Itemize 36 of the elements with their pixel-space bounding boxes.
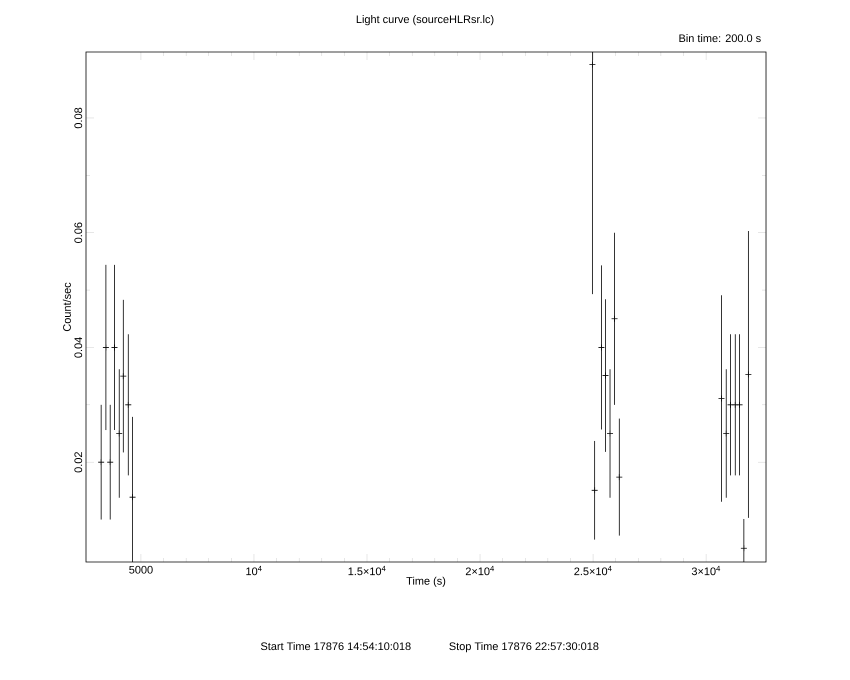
point — [606, 430, 614, 437]
y-tick-label: 0.04 — [74, 337, 82, 358]
point — [602, 372, 609, 379]
chart-title: Light curve (sourceHLRsr.lc) — [356, 15, 494, 26]
y-tick-label: 0.06 — [74, 222, 82, 243]
point — [106, 458, 114, 466]
point — [116, 430, 123, 437]
y-tick-label: 0.02 — [74, 452, 82, 472]
x-tick-label: 1.5×10$^{4}$ — [348, 566, 386, 576]
text: Bin time: 200.0 s — [679, 34, 761, 42]
point — [611, 315, 618, 322]
point — [722, 430, 730, 437]
point — [129, 494, 136, 501]
point — [598, 344, 605, 351]
y-axis-title: Count/sec — [62, 282, 71, 332]
point — [111, 344, 118, 351]
point — [98, 458, 105, 466]
point — [102, 344, 110, 351]
x-tick-label: 3×10$^{4}$ — [692, 566, 720, 576]
x-tick-label: 5000 — [129, 566, 153, 574]
point — [718, 395, 725, 402]
text: Start Time 17876 14:54:10:018 — [260, 642, 411, 650]
point — [124, 401, 132, 408]
point — [744, 371, 752, 378]
y-tick-label: 0.08 — [74, 108, 82, 128]
point — [591, 486, 598, 494]
point — [616, 474, 623, 480]
x-tick-label: 2×10$^{4}$ — [466, 566, 494, 576]
point — [727, 401, 734, 408]
x-tick-label: 2.5×10$^{4}$ — [574, 566, 612, 576]
point — [120, 372, 127, 380]
x-tick-label: 10$^{4}$ — [246, 566, 262, 576]
point — [588, 61, 596, 68]
text: Stop Time 17876 22:57:30:018 — [449, 642, 598, 652]
x-axis-title: Time (s) — [406, 576, 446, 587]
point — [740, 544, 748, 552]
